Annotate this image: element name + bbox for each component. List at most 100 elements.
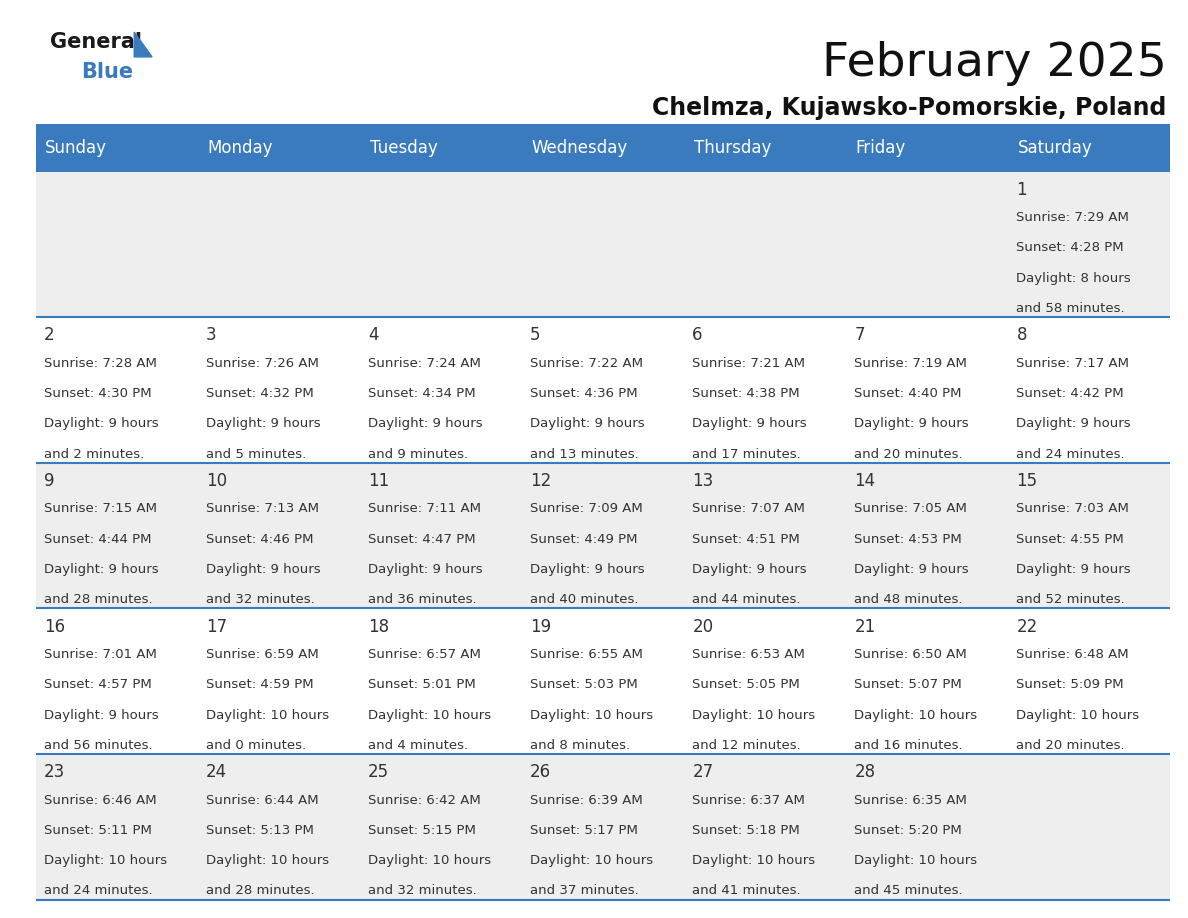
Text: Sunset: 5:03 PM: Sunset: 5:03 PM <box>530 678 638 691</box>
Bar <box>522 754 684 900</box>
Text: Daylight: 9 hours: Daylight: 9 hours <box>530 563 645 576</box>
Text: and 58 minutes.: and 58 minutes. <box>1017 302 1125 315</box>
Text: Sunrise: 7:09 AM: Sunrise: 7:09 AM <box>530 502 643 515</box>
Text: and 9 minutes.: and 9 minutes. <box>368 448 468 461</box>
Bar <box>522 172 684 318</box>
Bar <box>197 124 360 172</box>
Text: Daylight: 10 hours: Daylight: 10 hours <box>206 709 329 722</box>
Text: Monday: Monday <box>208 139 273 157</box>
Text: Sunset: 5:05 PM: Sunset: 5:05 PM <box>693 678 800 691</box>
Bar <box>684 463 846 609</box>
Bar <box>36 463 197 609</box>
Text: 24: 24 <box>206 763 227 781</box>
Text: 28: 28 <box>854 763 876 781</box>
Text: and 32 minutes.: and 32 minutes. <box>368 884 476 898</box>
Bar <box>36 124 197 172</box>
Text: Daylight: 10 hours: Daylight: 10 hours <box>44 854 168 868</box>
Text: Daylight: 9 hours: Daylight: 9 hours <box>1017 563 1131 576</box>
Text: 12: 12 <box>530 472 551 490</box>
Text: Daylight: 9 hours: Daylight: 9 hours <box>530 418 645 431</box>
Bar <box>684 318 846 463</box>
Bar <box>684 609 846 754</box>
Text: and 24 minutes.: and 24 minutes. <box>44 884 152 898</box>
Bar <box>360 609 522 754</box>
Text: Daylight: 9 hours: Daylight: 9 hours <box>693 563 807 576</box>
Text: Sunset: 4:42 PM: Sunset: 4:42 PM <box>1017 387 1124 400</box>
Text: Sunset: 5:13 PM: Sunset: 5:13 PM <box>206 823 314 837</box>
Text: Sunrise: 7:28 AM: Sunrise: 7:28 AM <box>44 357 157 370</box>
Text: 13: 13 <box>693 472 714 490</box>
Text: and 24 minutes.: and 24 minutes. <box>1017 448 1125 461</box>
Text: Sunrise: 6:35 AM: Sunrise: 6:35 AM <box>854 793 967 807</box>
Text: Daylight: 9 hours: Daylight: 9 hours <box>1017 418 1131 431</box>
Bar <box>360 754 522 900</box>
Bar <box>1009 754 1170 900</box>
Bar <box>1009 318 1170 463</box>
Text: Sunset: 5:01 PM: Sunset: 5:01 PM <box>368 678 476 691</box>
Text: and 5 minutes.: and 5 minutes. <box>206 448 307 461</box>
Text: Sunset: 4:44 PM: Sunset: 4:44 PM <box>44 532 151 545</box>
Text: 5: 5 <box>530 327 541 344</box>
Text: Daylight: 9 hours: Daylight: 9 hours <box>44 563 158 576</box>
Bar <box>846 124 1009 172</box>
Text: and 36 minutes.: and 36 minutes. <box>368 593 476 606</box>
Bar <box>846 172 1009 318</box>
Text: Sunset: 5:18 PM: Sunset: 5:18 PM <box>693 823 800 837</box>
Bar <box>36 318 197 463</box>
Text: Sunset: 4:46 PM: Sunset: 4:46 PM <box>206 532 314 545</box>
Text: General: General <box>50 32 141 52</box>
Text: Sunrise: 7:03 AM: Sunrise: 7:03 AM <box>1017 502 1130 515</box>
Text: Sunset: 4:55 PM: Sunset: 4:55 PM <box>1017 532 1124 545</box>
Text: Daylight: 9 hours: Daylight: 9 hours <box>206 418 321 431</box>
Text: 17: 17 <box>206 618 227 635</box>
Text: Thursday: Thursday <box>694 139 771 157</box>
Text: 19: 19 <box>530 618 551 635</box>
Text: Sunrise: 6:48 AM: Sunrise: 6:48 AM <box>1017 648 1129 661</box>
Text: Sunrise: 6:44 AM: Sunrise: 6:44 AM <box>206 793 318 807</box>
Text: and 4 minutes.: and 4 minutes. <box>368 739 468 752</box>
Bar <box>360 172 522 318</box>
Text: Sunset: 4:47 PM: Sunset: 4:47 PM <box>368 532 475 545</box>
Text: and 40 minutes.: and 40 minutes. <box>530 593 639 606</box>
Text: and 41 minutes.: and 41 minutes. <box>693 884 801 898</box>
Text: Daylight: 10 hours: Daylight: 10 hours <box>693 709 815 722</box>
Bar <box>684 754 846 900</box>
Bar <box>360 318 522 463</box>
Bar <box>1009 463 1170 609</box>
Text: Sunset: 4:40 PM: Sunset: 4:40 PM <box>854 387 962 400</box>
Text: Daylight: 9 hours: Daylight: 9 hours <box>693 418 807 431</box>
Text: Daylight: 9 hours: Daylight: 9 hours <box>368 563 482 576</box>
Text: and 20 minutes.: and 20 minutes. <box>1017 739 1125 752</box>
Text: Tuesday: Tuesday <box>369 139 437 157</box>
Text: 26: 26 <box>530 763 551 781</box>
Text: Sunset: 5:15 PM: Sunset: 5:15 PM <box>368 823 476 837</box>
Text: Sunrise: 7:26 AM: Sunrise: 7:26 AM <box>206 357 318 370</box>
Bar <box>360 463 522 609</box>
Text: Daylight: 9 hours: Daylight: 9 hours <box>44 418 158 431</box>
Bar <box>197 463 360 609</box>
Text: Sunset: 4:28 PM: Sunset: 4:28 PM <box>1017 241 1124 254</box>
Text: Sunrise: 7:01 AM: Sunrise: 7:01 AM <box>44 648 157 661</box>
Text: Sunrise: 7:05 AM: Sunrise: 7:05 AM <box>854 502 967 515</box>
Text: Sunrise: 7:22 AM: Sunrise: 7:22 AM <box>530 357 643 370</box>
Bar <box>360 124 522 172</box>
Text: 20: 20 <box>693 618 713 635</box>
Text: and 20 minutes.: and 20 minutes. <box>854 448 963 461</box>
Text: Friday: Friday <box>855 139 906 157</box>
Text: and 37 minutes.: and 37 minutes. <box>530 884 639 898</box>
Text: Sunset: 4:38 PM: Sunset: 4:38 PM <box>693 387 800 400</box>
Text: Daylight: 10 hours: Daylight: 10 hours <box>693 854 815 868</box>
Text: Sunrise: 6:37 AM: Sunrise: 6:37 AM <box>693 793 805 807</box>
Bar <box>36 609 197 754</box>
Bar <box>522 609 684 754</box>
Text: 25: 25 <box>368 763 390 781</box>
Bar <box>1009 609 1170 754</box>
Text: Daylight: 10 hours: Daylight: 10 hours <box>1017 709 1139 722</box>
Text: Sunrise: 6:53 AM: Sunrise: 6:53 AM <box>693 648 805 661</box>
Text: 18: 18 <box>368 618 390 635</box>
Text: Sunrise: 7:13 AM: Sunrise: 7:13 AM <box>206 502 320 515</box>
Text: Daylight: 10 hours: Daylight: 10 hours <box>368 854 491 868</box>
Text: Sunset: 4:32 PM: Sunset: 4:32 PM <box>206 387 314 400</box>
Text: and 44 minutes.: and 44 minutes. <box>693 593 801 606</box>
Text: Sunrise: 7:21 AM: Sunrise: 7:21 AM <box>693 357 805 370</box>
